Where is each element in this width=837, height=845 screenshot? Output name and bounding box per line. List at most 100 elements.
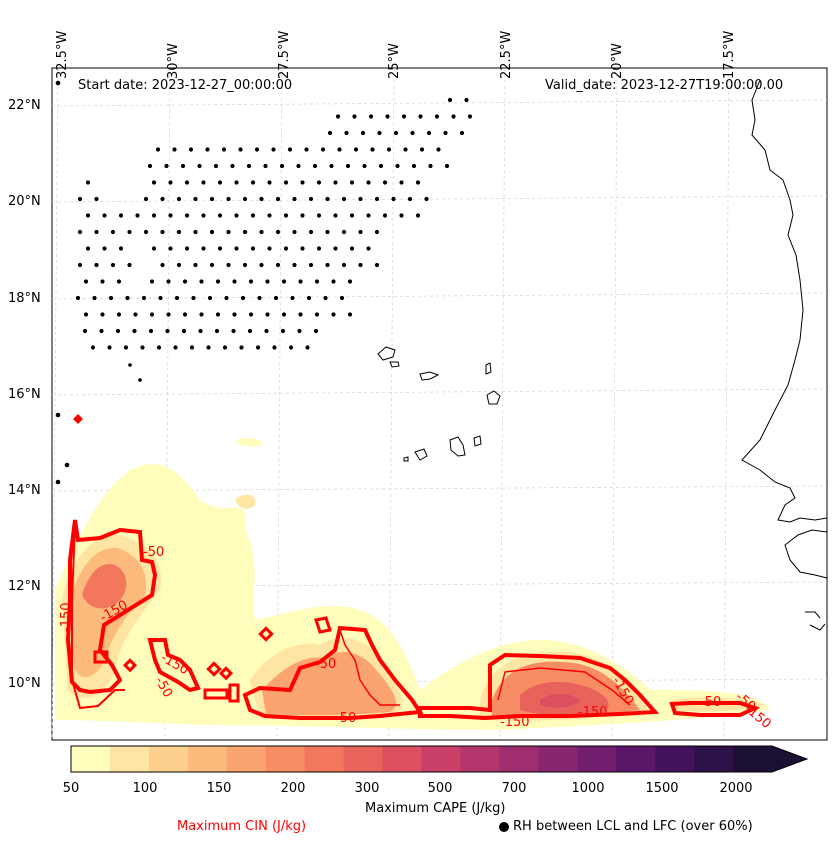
contour-label: -50 — [143, 545, 164, 560]
colorbar-tick: 700 — [501, 781, 527, 796]
rh-dot — [248, 312, 254, 317]
rh-dot — [254, 147, 260, 152]
rh-dot — [240, 295, 246, 301]
rh-dot — [102, 213, 107, 218]
rh-dot — [341, 262, 347, 268]
rh-dot — [64, 462, 70, 468]
lat-label-14: 14°N — [8, 483, 41, 498]
rh-dot — [217, 180, 223, 185]
cin-small-rect-3 — [93, 650, 109, 664]
rh-dot — [118, 246, 124, 251]
rh-dot — [55, 412, 61, 418]
rh-dot — [123, 345, 129, 350]
rh-dot — [325, 229, 330, 235]
rh-dot — [382, 213, 388, 218]
contour-label: -150 — [500, 715, 530, 730]
contour-label: -150 — [59, 602, 74, 632]
rh-dot — [410, 130, 415, 136]
island-sao-nicolau — [419, 371, 440, 381]
rh-dot — [358, 229, 363, 235]
island-maio — [473, 435, 482, 447]
rh-dot — [206, 345, 211, 350]
rh-dot — [395, 163, 400, 169]
rh-dot — [90, 345, 96, 350]
colorbar-label: Maximum CAPE (J/kg) — [365, 801, 506, 816]
rh-dot — [143, 196, 149, 202]
lon-label-30: 30°W — [166, 43, 181, 79]
rh-dot — [209, 262, 215, 268]
rh-dot — [160, 229, 165, 235]
colorbar-swatch — [421, 746, 462, 772]
rh-dot — [132, 328, 137, 334]
rh-dot — [349, 246, 355, 251]
contour-label: -150 — [578, 705, 608, 720]
rh-dot — [172, 147, 177, 152]
meridian-17-5 — [723, 67, 730, 741]
rh-dot — [308, 229, 314, 235]
rh-dot — [333, 213, 338, 218]
rh-dot — [232, 279, 237, 284]
colorbar-swatch — [226, 746, 267, 772]
rh-dot — [110, 229, 116, 235]
rh-dot — [226, 196, 231, 202]
lon-label-22-5: 22.5°W — [499, 30, 514, 79]
rh-dot — [238, 147, 243, 152]
rh-dot — [215, 312, 221, 317]
colorbar-swatch — [499, 746, 539, 772]
rh-dot — [85, 246, 91, 251]
rh-dot — [415, 213, 421, 218]
rh-dot — [168, 180, 173, 185]
rh-dot — [428, 163, 433, 169]
rh-dot — [255, 345, 261, 350]
rh-dot — [127, 262, 132, 268]
rh-dot — [164, 163, 169, 169]
rh-dot — [193, 262, 198, 268]
rh-dot — [308, 262, 314, 268]
rh-dot — [341, 196, 347, 202]
rh-dot — [267, 180, 272, 185]
rh-dot — [292, 229, 297, 235]
rh-dot — [155, 147, 161, 152]
cin-small-blob — [314, 616, 332, 634]
rh-dot — [305, 345, 310, 350]
rh-dot — [267, 213, 272, 218]
rh-dot — [374, 196, 380, 202]
rh-dot — [399, 213, 404, 218]
cin-small-diamond-1 — [258, 626, 274, 642]
colorbar-swatch — [304, 746, 345, 772]
cin-small-rect — [203, 688, 229, 700]
rh-dot — [366, 180, 371, 185]
island-brava — [403, 456, 409, 462]
rh-dot — [182, 312, 188, 317]
rh-dot — [325, 262, 330, 268]
colorbar-tick: 150 — [206, 781, 232, 796]
cape-band-200-central — [262, 652, 397, 716]
rh-dot — [281, 279, 287, 284]
rh-dot — [191, 295, 196, 301]
rh-dot — [265, 279, 270, 284]
cape-blob-small — [235, 494, 256, 509]
rh-dot — [242, 262, 248, 268]
rh-dot — [447, 97, 453, 103]
lat-label-12: 12°N — [8, 579, 41, 594]
rh-dot — [337, 147, 342, 152]
lon-label-25: 25°W — [387, 43, 402, 79]
rh-dot — [349, 180, 355, 185]
cin-contour-central — [242, 625, 424, 720]
rh-dot — [341, 229, 347, 235]
rh-dot — [362, 163, 367, 169]
cin-small-diamond-2 — [122, 658, 138, 673]
rh-dot — [181, 328, 187, 334]
rh-dot — [226, 229, 231, 235]
rh-dot — [393, 130, 399, 136]
rh-dot — [300, 246, 305, 251]
rh-dot — [193, 196, 198, 202]
rh-dot — [316, 246, 322, 251]
lat-label-16: 16°N — [8, 387, 41, 402]
rh-dot — [108, 295, 114, 301]
colorbar-tick: 100 — [132, 781, 158, 796]
colorbar — [70, 745, 809, 773]
rh-dot — [374, 262, 380, 268]
colorbar-swatch — [71, 746, 111, 772]
rh-legend-marker-icon — [499, 822, 509, 832]
